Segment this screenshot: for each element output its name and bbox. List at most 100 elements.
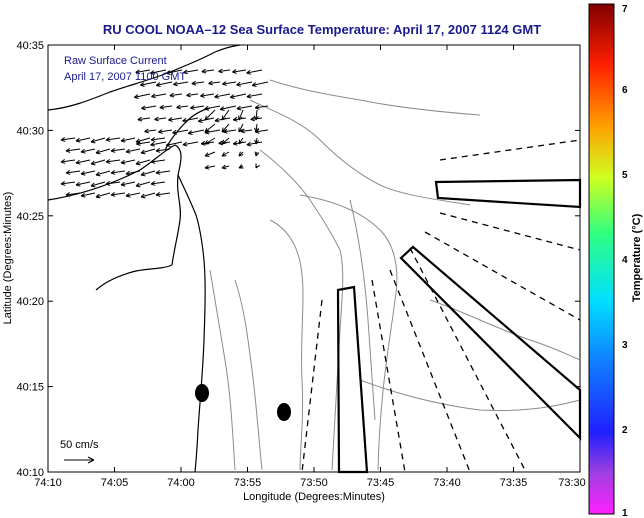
current-vector [182,141,199,147]
current-vector [221,137,230,145]
current-vector [169,92,183,98]
current-vector [246,93,263,99]
current-vector [125,170,141,176]
current-vector [253,109,259,121]
current-vector [187,129,205,136]
current-vector [150,69,167,75]
current-vector [238,137,244,145]
current-vector [105,181,121,186]
current-vector [168,117,183,122]
current-vector [155,81,173,87]
current-vector [176,104,189,110]
current-vector [240,128,253,134]
current-vector [218,140,231,146]
current-vector [75,181,91,187]
current-vector [133,93,151,99]
current-vector [229,93,247,100]
current-vector [140,148,156,155]
colorbar-tick-label: 2 [622,425,628,436]
current-vector [183,69,199,75]
current-vector [238,164,244,169]
x-axis: 74:10 74:05 74:00 73:55 73:50 73:45 73:40 73:35… [34,45,586,489]
current-vector [141,105,157,111]
current-vector [255,163,260,169]
current-vector [182,117,199,123]
legend-title: Raw Surface Current [64,55,167,67]
current-vector [151,93,167,99]
current-vector [65,192,81,197]
sample-site-marker [195,384,209,402]
bathymetry-contours [209,79,581,471]
colorbar-tick-label: 3 [622,340,628,351]
plot-area [47,44,581,473]
scale-label: 50 cm/s [60,439,99,451]
x-tick-label: 73:30 [558,477,586,489]
current-vector [150,137,166,142]
current-vector [110,148,126,153]
current-vector [246,69,263,75]
current-vector [204,105,221,111]
y-tick-label: 40:25 [16,211,44,223]
current-vector [120,137,136,143]
colorbar-tick-label: 4 [622,255,628,266]
current-vector [140,192,156,199]
current-vector [80,192,96,198]
current-vector [221,164,230,170]
current-vector [80,170,96,176]
current-vector [135,137,151,144]
dashed-transects [301,139,581,473]
legend-subtitle: April 17, 2007 1100 GMT [64,71,186,83]
current-vector [155,170,171,175]
coastline [47,44,241,473]
current-vector [154,116,167,122]
current-vector [238,151,244,157]
current-vector [254,104,269,110]
current-vector [155,192,171,197]
current-vector [65,170,81,175]
colorbar-label: Temperature (°C) [631,213,643,302]
chart-title: RU COOL NOAA–12 Sea Surface Temperature:… [103,22,541,37]
x-tick-label: 73:40 [433,477,461,489]
current-vectors [60,68,269,199]
y-axis: 40:10 40:15 40:20 40:25 40:30 40:35 [16,40,580,479]
current-vector [105,137,121,142]
current-vector [219,105,237,112]
y-tick-label: 40:20 [16,296,44,308]
current-vector [201,68,215,74]
current-vector [90,137,106,144]
x-tick-label: 74:05 [101,477,129,489]
current-vector [135,181,151,188]
current-vector [150,141,167,147]
colorbar-tick-label: 7 [622,4,628,15]
y-tick-label: 40:10 [16,467,44,479]
current-vector [60,181,76,186]
current-vector [75,137,91,143]
current-vector [150,159,166,164]
current-vector [204,151,216,157]
current-vector [232,69,247,74]
current-vector [135,69,151,75]
current-vector [60,159,76,164]
colorbar-tick-label: 5 [622,170,628,181]
current-vector [204,164,216,170]
sample-site-marker [277,403,291,421]
current-vector [110,192,126,197]
current-vector [155,148,171,153]
current-vector [144,128,157,134]
x-tick-label: 73:50 [300,477,328,489]
y-tick-label: 40:35 [16,40,44,52]
colorbar-tick-label: 1 [622,508,628,518]
current-vector [214,93,231,99]
current-vector [208,80,221,86]
current-vector [204,123,216,133]
current-vector [140,81,157,87]
sample-sites [195,384,291,421]
x-tick-label: 74:00 [167,477,195,489]
current-vector [221,151,230,157]
current-vector [238,109,244,121]
current-vector [80,148,96,154]
current-vector [120,181,136,187]
current-vector [165,141,183,148]
current-vector [105,159,121,164]
